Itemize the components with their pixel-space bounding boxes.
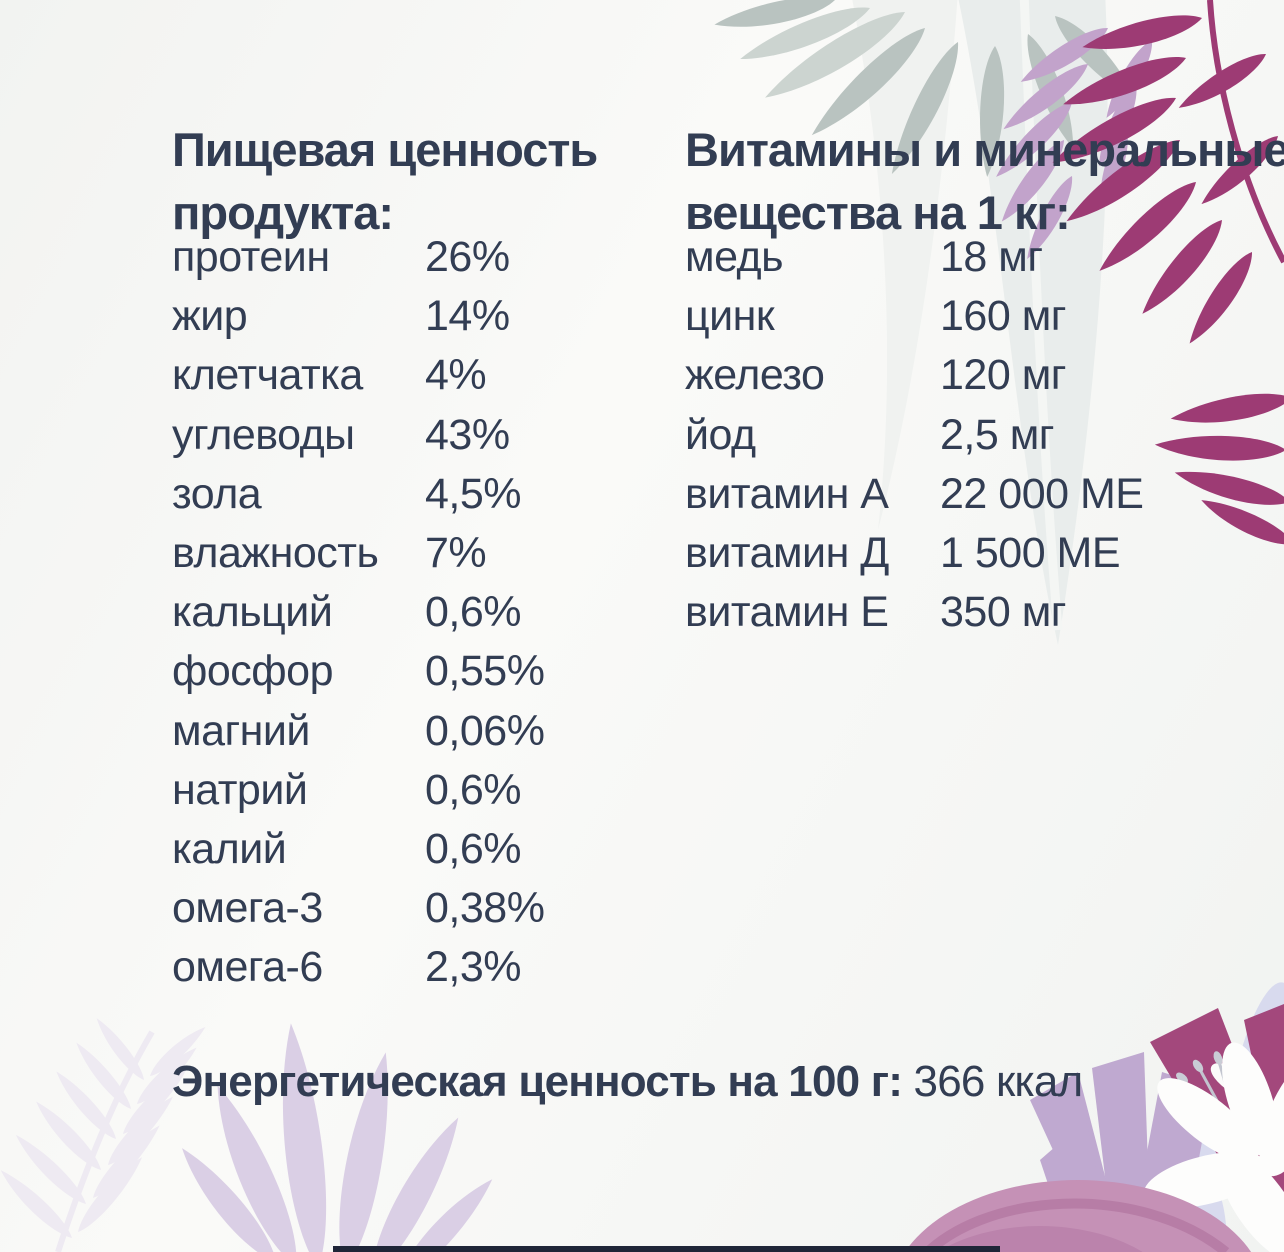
- row-value: 18 мг: [940, 233, 1043, 282]
- vitamins-title: Витамины и минеральные вещества на 1 кг:: [685, 118, 1284, 244]
- row-label: йод: [685, 410, 756, 459]
- vitamins-table: медь 18 мг цинк 160 мг железо 120 мг йод 2,5…: [685, 228, 1245, 642]
- row-value: 350 мг: [940, 588, 1066, 637]
- nutrition-table: протеин 26% жир 14% клетчатка 4% углеводы 43…: [172, 228, 672, 997]
- table-row: витамин А 22 000 МЕ: [685, 465, 1245, 524]
- table-row: йод 2,5 мг: [685, 406, 1245, 465]
- row-label: железо: [685, 351, 825, 400]
- row-value: 26%: [425, 233, 510, 282]
- table-row: натрий 0,6%: [172, 761, 672, 820]
- row-value: 22 000 МЕ: [940, 469, 1144, 518]
- table-row: омега-3 0,38%: [172, 879, 672, 938]
- row-value: 0,55%: [425, 647, 545, 696]
- row-value: 0,6%: [425, 824, 522, 873]
- table-row: витамин Д 1 500 МЕ: [685, 524, 1245, 583]
- row-label: омега-3: [172, 884, 323, 933]
- row-value: 2,3%: [425, 943, 522, 992]
- row-value: 0,06%: [425, 706, 545, 755]
- row-label: витамин А: [685, 469, 889, 518]
- table-row: протеин 26%: [172, 228, 672, 287]
- table-row: углеводы 43%: [172, 406, 672, 465]
- table-row: железо 120 мг: [685, 346, 1245, 405]
- row-label: витамин Е: [685, 588, 889, 637]
- nutrition-title-line2: продукта:: [172, 186, 394, 239]
- table-row: зола 4,5%: [172, 465, 672, 524]
- row-label: цинк: [685, 292, 775, 341]
- row-value: 0,6%: [425, 588, 522, 637]
- row-value: 14%: [425, 292, 510, 341]
- row-value: 0,6%: [425, 765, 522, 814]
- nutrition-title: Пищевая ценность продукта:: [172, 118, 598, 244]
- energy-label: Энергетическая ценность на 100 г:: [172, 1057, 903, 1106]
- row-value: 4%: [425, 351, 487, 400]
- row-label: фосфор: [172, 647, 334, 696]
- table-row: клетчатка 4%: [172, 346, 672, 405]
- vitamins-title-line1: Витамины и минеральные: [685, 123, 1284, 176]
- row-label: влажность: [172, 529, 379, 578]
- row-label: клетчатка: [172, 351, 363, 400]
- row-value: 0,38%: [425, 884, 545, 933]
- table-row: кальций 0,6%: [172, 583, 672, 642]
- nutrition-title-line1: Пищевая ценность: [172, 123, 598, 176]
- row-value: 120 мг: [940, 351, 1066, 400]
- table-row: магний 0,06%: [172, 702, 672, 761]
- energy-value-line: Энергетическая ценность на 100 г: 366 кк…: [172, 1052, 1084, 1112]
- row-label: зола: [172, 469, 262, 518]
- table-row: цинк 160 мг: [685, 287, 1245, 346]
- table-row: медь 18 мг: [685, 228, 1245, 287]
- row-label: натрий: [172, 765, 308, 814]
- row-value: 2,5 мг: [940, 410, 1054, 459]
- energy-value: 366 ккал: [913, 1057, 1084, 1106]
- table-row: калий 0,6%: [172, 820, 672, 879]
- table-row: влажность 7%: [172, 524, 672, 583]
- table-row: фосфор 0,55%: [172, 642, 672, 701]
- row-label: магний: [172, 706, 310, 755]
- row-label: омега-6: [172, 943, 323, 992]
- row-label: медь: [685, 233, 784, 282]
- row-label: кальций: [172, 588, 333, 637]
- row-label: витамин Д: [685, 529, 889, 578]
- row-value: 43%: [425, 410, 510, 459]
- table-row: витамин Е 350 мг: [685, 583, 1245, 642]
- row-value: 7%: [425, 529, 487, 578]
- table-row: жир 14%: [172, 287, 672, 346]
- row-label: углеводы: [172, 410, 355, 459]
- row-value: 4,5%: [425, 469, 522, 518]
- table-row: омега-6 2,3%: [172, 938, 672, 997]
- row-value: 160 мг: [940, 292, 1066, 341]
- row-label: калий: [172, 824, 287, 873]
- row-label: протеин: [172, 233, 330, 282]
- row-value: 1 500 МЕ: [940, 529, 1121, 578]
- row-label: жир: [172, 292, 248, 341]
